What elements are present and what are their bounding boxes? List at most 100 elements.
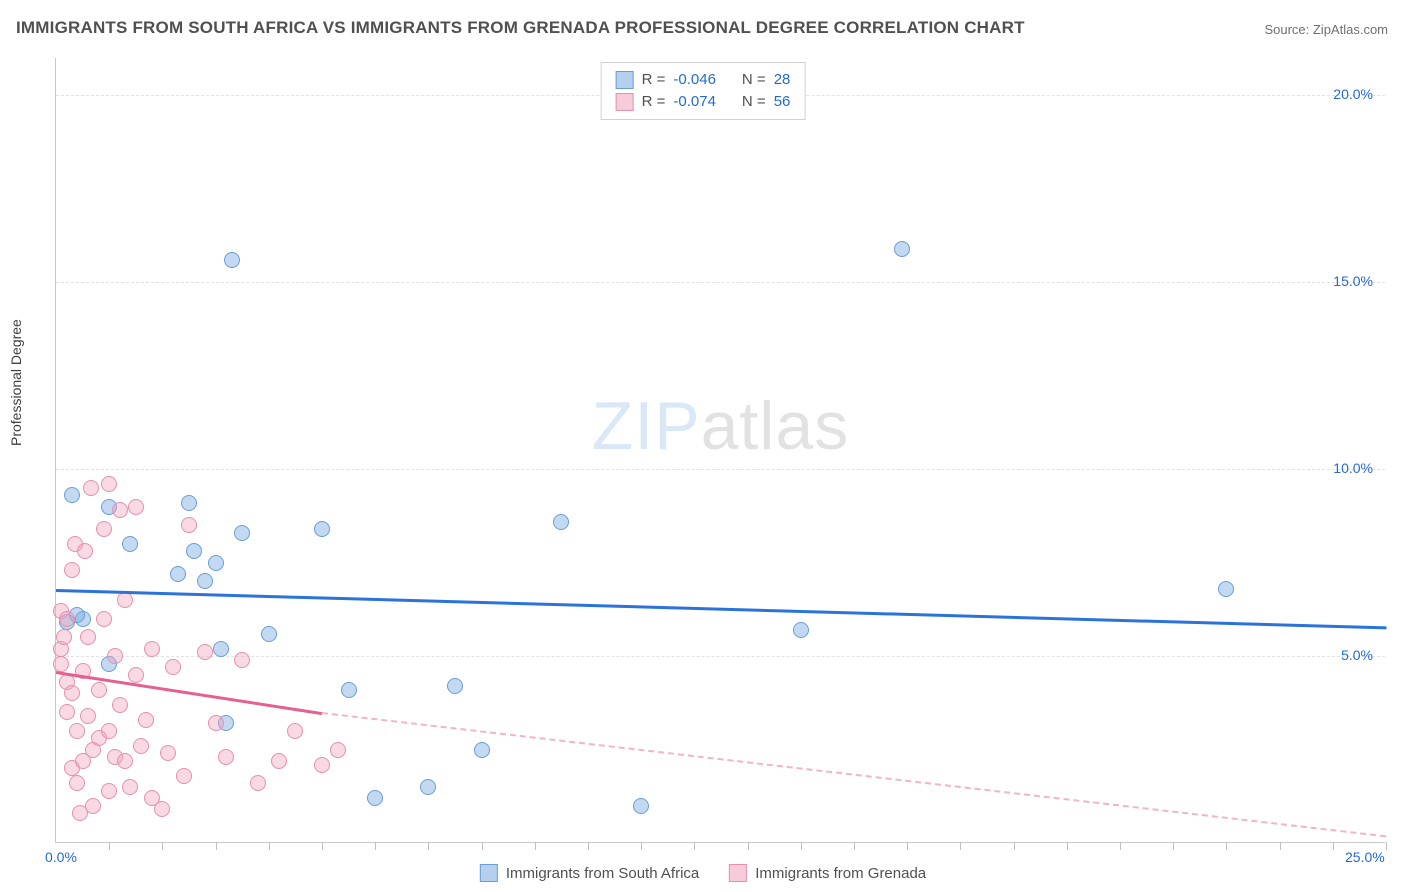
x-tick (322, 842, 323, 850)
data-point (64, 685, 80, 701)
r-value-pink: -0.074 (673, 91, 716, 113)
data-point (447, 678, 463, 694)
data-point (341, 682, 357, 698)
data-point (793, 622, 809, 638)
y-tick-label: 10.0% (1333, 460, 1373, 476)
x-tick (1280, 842, 1281, 850)
n-value-blue: 28 (774, 69, 791, 91)
data-point (144, 641, 160, 657)
data-point (314, 521, 330, 537)
data-point (107, 648, 123, 664)
data-point (85, 798, 101, 814)
r-value-blue: -0.046 (673, 69, 716, 91)
n-label: N = (742, 69, 766, 91)
data-point (261, 626, 277, 642)
watermark-bold: ZIP (592, 388, 701, 464)
chart-title: IMMIGRANTS FROM SOUTH AFRICA VS IMMIGRAN… (16, 18, 1025, 38)
data-point (83, 480, 99, 496)
x-tick (1067, 842, 1068, 850)
x-tick (907, 842, 908, 850)
data-point (250, 775, 266, 791)
data-point (218, 749, 234, 765)
legend-label: Immigrants from Grenada (755, 865, 926, 882)
x-tick (748, 842, 749, 850)
data-point (224, 252, 240, 268)
x-tick (1173, 842, 1174, 850)
data-point (181, 495, 197, 511)
data-point (1218, 581, 1234, 597)
swatch-blue-icon (616, 71, 634, 89)
data-point (234, 525, 250, 541)
x-tick (1226, 842, 1227, 850)
trend-line (322, 712, 1386, 837)
x-tick-label: 0.0% (45, 849, 77, 865)
data-point (330, 742, 346, 758)
legend-label: Immigrants from South Africa (506, 865, 699, 882)
x-tick (1120, 842, 1121, 850)
x-tick (216, 842, 217, 850)
legend-item-grenada: Immigrants from Grenada (729, 864, 926, 882)
stat-row-blue: R = -0.046 N = 28 (616, 69, 791, 91)
data-point (112, 697, 128, 713)
r-label: R = (642, 91, 666, 113)
data-point (160, 745, 176, 761)
data-point (128, 667, 144, 683)
data-point (287, 723, 303, 739)
data-point (96, 521, 112, 537)
data-point (208, 715, 224, 731)
y-tick-label: 15.0% (1333, 273, 1373, 289)
data-point (53, 656, 69, 672)
swatch-blue-icon (480, 864, 498, 882)
data-point (64, 487, 80, 503)
data-point (77, 543, 93, 559)
x-tick (641, 842, 642, 850)
data-point (133, 738, 149, 754)
data-point (64, 562, 80, 578)
data-point (197, 573, 213, 589)
data-point (59, 704, 75, 720)
data-point (80, 629, 96, 645)
gridline (56, 282, 1385, 283)
data-point (234, 652, 250, 668)
data-point (197, 644, 213, 660)
x-tick (162, 842, 163, 850)
series-legend: Immigrants from South Africa Immigrants … (480, 864, 926, 882)
y-tick-label: 5.0% (1341, 647, 1373, 663)
x-tick (1386, 842, 1387, 850)
swatch-pink-icon (729, 864, 747, 882)
x-tick (588, 842, 589, 850)
data-point (101, 476, 117, 492)
data-point (154, 801, 170, 817)
x-tick (482, 842, 483, 850)
data-point (56, 629, 72, 645)
x-tick (428, 842, 429, 850)
swatch-pink-icon (616, 93, 634, 111)
gridline (56, 656, 1385, 657)
x-tick (854, 842, 855, 850)
x-tick (269, 842, 270, 850)
x-tick (535, 842, 536, 850)
y-axis-title: Professional Degree (8, 319, 24, 446)
data-point (117, 592, 133, 608)
x-tick-label: 25.0% (1345, 849, 1385, 865)
watermark: ZIPatlas (592, 387, 849, 465)
x-tick (801, 842, 802, 850)
data-point (170, 566, 186, 582)
data-point (314, 757, 330, 773)
data-point (181, 517, 197, 533)
data-point (271, 753, 287, 769)
r-label: R = (642, 69, 666, 91)
data-point (117, 753, 133, 769)
stat-row-pink: R = -0.074 N = 56 (616, 91, 791, 113)
source-attribution: Source: ZipAtlas.com (1264, 22, 1388, 37)
plot-area: ZIPatlas 5.0%10.0%15.0%20.0% (55, 58, 1385, 843)
data-point (128, 499, 144, 515)
x-tick (960, 842, 961, 850)
data-point (138, 712, 154, 728)
data-point (69, 723, 85, 739)
x-tick (109, 842, 110, 850)
n-label: N = (742, 91, 766, 113)
data-point (122, 536, 138, 552)
data-point (96, 611, 112, 627)
x-tick (375, 842, 376, 850)
